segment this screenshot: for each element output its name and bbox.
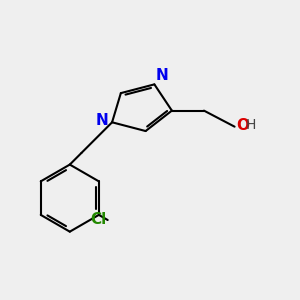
- Text: O: O: [236, 118, 249, 133]
- Text: N: N: [95, 113, 108, 128]
- Text: H: H: [246, 118, 256, 132]
- Text: Cl: Cl: [90, 212, 106, 227]
- Text: N: N: [156, 68, 169, 83]
